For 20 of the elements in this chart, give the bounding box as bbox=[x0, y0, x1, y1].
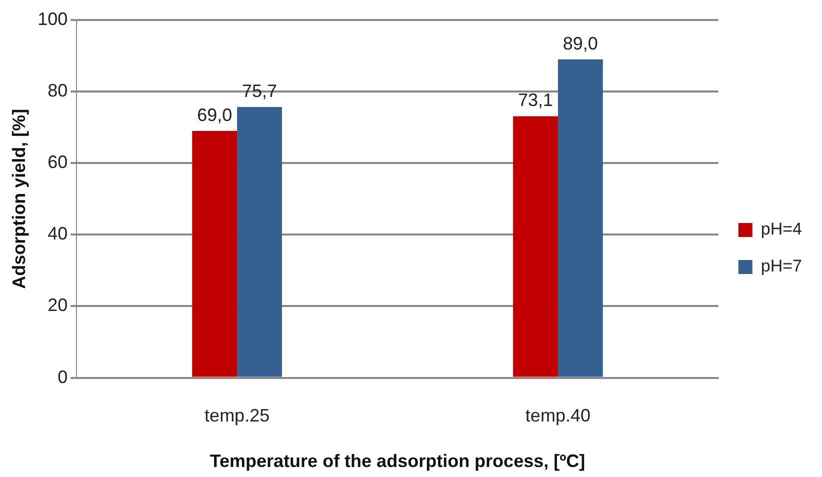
legend-label: pH=4 bbox=[760, 220, 802, 239]
data-label: 73,1 bbox=[518, 90, 554, 110]
y-tick-label: 60 bbox=[48, 152, 68, 172]
x-tick-label: temp.25 bbox=[204, 406, 270, 426]
x-tick-label: temp.40 bbox=[525, 406, 590, 426]
y-axis-title: Adsorption yield, [%] bbox=[8, 108, 29, 289]
y-tick-label: 100 bbox=[38, 8, 68, 29]
bar bbox=[237, 106, 282, 377]
y-tick-label: 0 bbox=[58, 366, 68, 387]
y-tick-label: 80 bbox=[48, 80, 68, 101]
data-label: 75,7 bbox=[242, 80, 278, 101]
data-label: 89,0 bbox=[562, 33, 598, 54]
x-axis-title: Temperature of the adsorption process, [ºC] bbox=[210, 451, 586, 472]
bar bbox=[192, 130, 238, 377]
bar bbox=[513, 116, 558, 377]
legend-label: pH=7 bbox=[760, 256, 802, 276]
data-label: 69,0 bbox=[197, 104, 232, 125]
bar bbox=[558, 59, 603, 377]
y-tick-label: 40 bbox=[48, 224, 68, 244]
y-tick-label: 20 bbox=[48, 295, 68, 316]
